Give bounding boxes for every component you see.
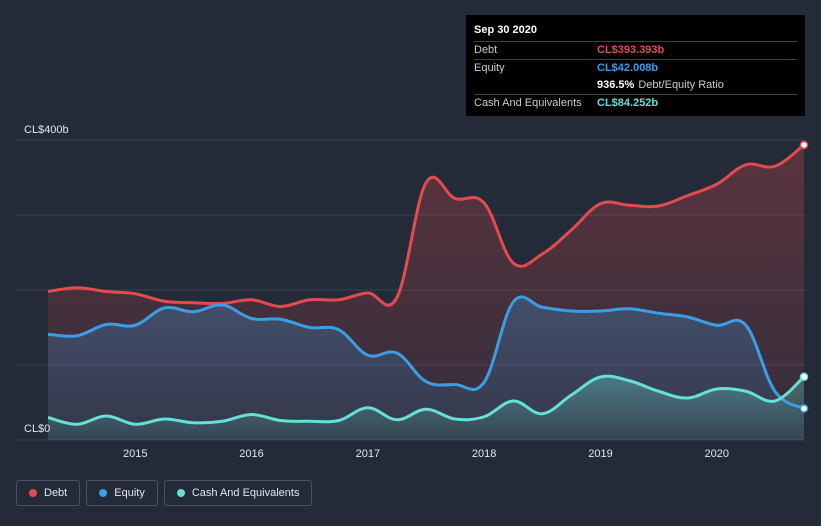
legend-debt-label: Debt (44, 487, 68, 499)
tooltip-row-equity: Equity CL$42.008b (474, 59, 797, 77)
tooltip-row-cash: Cash And Equivalents CL$84.252b (474, 94, 797, 112)
y-tick-label-min: CL$0 (24, 423, 50, 435)
tooltip-ratio-value: 936.5% (597, 79, 635, 91)
legend-equity-label: Equity (114, 487, 145, 499)
legend-cash-label: Cash And Equivalents (191, 487, 300, 499)
x-tick-label-2016: 2016 (239, 448, 263, 460)
y-tick-label-max: CL$400b (24, 124, 69, 136)
tooltip-cash-label: Cash And Equivalents (474, 97, 582, 109)
end-marker-cash (799, 372, 809, 382)
tooltip-panel: Sep 30 2020 Debt CL$393.393b Equity CL$4… (466, 15, 805, 116)
x-tick-label-2020: 2020 (705, 448, 729, 460)
x-tick-label-2017: 2017 (356, 448, 380, 460)
legend-equity-dot-icon (99, 489, 108, 497)
legend-item-cash[interactable]: Cash And Equivalents (163, 480, 313, 506)
tooltip-equity-value: CL$42.008b (597, 62, 659, 74)
tooltip-equity-label: Equity (474, 62, 505, 74)
tooltip-debt-value: CL$393.393b (597, 44, 665, 56)
series-lines (47, 143, 806, 426)
line-debt (47, 143, 805, 308)
tooltip-debt-label: Debt (474, 44, 498, 56)
x-tick-label-2015: 2015 (123, 448, 147, 460)
legend-item-equity[interactable]: Equity (86, 480, 158, 506)
series-areas (48, 144, 804, 440)
legend-item-debt[interactable]: Debt (16, 480, 81, 506)
chart-legend: Debt Equity Cash And Equivalents (16, 480, 313, 506)
area-cash (48, 376, 804, 440)
x-tick-label-2019: 2019 (588, 448, 612, 460)
x-tick-label-2018: 2018 (472, 448, 496, 460)
tooltip-cash-value: CL$84.252b (597, 97, 659, 109)
end-marker-equity (799, 404, 809, 413)
tooltip-row-debt: Debt CL$393.393b (474, 41, 797, 59)
line-cash (47, 374, 806, 426)
tooltip-row-ratio: 936.5% Debt/Equity Ratio (474, 77, 797, 94)
x-tick-labels: 2015 2016 2017 2018 2019 2020 (123, 448, 729, 460)
legend-cash-dot-icon (176, 489, 185, 497)
legend-debt-dot-icon (29, 489, 37, 497)
end-markers (799, 140, 809, 413)
tooltip-date: Sep 30 2020 (474, 24, 537, 36)
line-equity (47, 295, 805, 410)
tooltip-ratio-label: Debt/Equity Ratio (638, 79, 724, 91)
end-marker-debt (799, 140, 809, 150)
